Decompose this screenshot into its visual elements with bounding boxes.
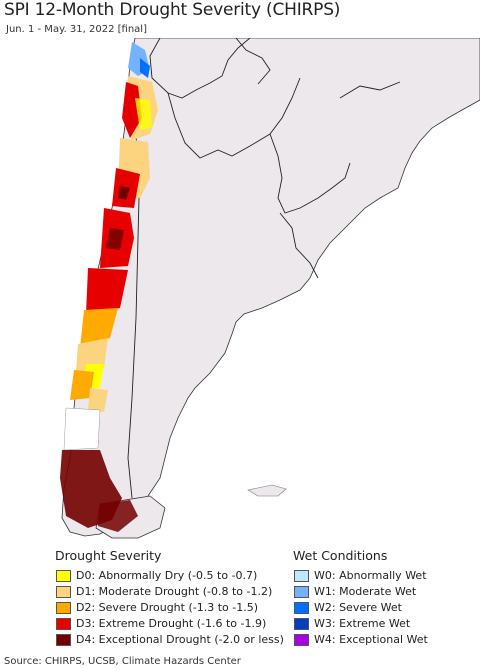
legend-swatch-d0: [56, 569, 71, 582]
legend-item-d0: D0: Abnormally Dry (-0.5 to -0.7): [56, 568, 257, 583]
legend-item-w0: W0: Abnormally Wet: [294, 568, 427, 583]
legend-item-w2: W2: Severe Wet: [294, 600, 402, 615]
legend-label-w2: W2: Severe Wet: [314, 601, 402, 614]
legend-item-w3: W3: Extreme Wet: [294, 616, 410, 631]
no-drought-south: [63, 407, 101, 451]
d2-region-south: [70, 370, 94, 400]
d4-region-central: [106, 228, 124, 250]
map-subtitle: Jun. 1 - May. 31, 2022 [final]: [6, 24, 147, 35]
legend-label-d3: D3: Extreme Drought (-1.6 to -1.9): [76, 617, 267, 630]
legend-label-d4: D4: Exceptional Drought (-2.0 or less): [76, 633, 284, 646]
d0-region-north-2: [135, 98, 152, 130]
legend-swatch-d3: [56, 617, 71, 630]
legend-swatch-w2: [294, 601, 309, 614]
legend-swatch-w4: [294, 633, 309, 646]
legend-swatch-w3: [294, 617, 309, 630]
d3-region-south-central: [86, 268, 128, 314]
map-title: SPI 12-Month Drought Severity (CHIRPS): [4, 0, 341, 20]
d4-region-mid-north: [118, 186, 130, 200]
legend-swatch-w1: [294, 585, 309, 598]
d4-region-tierra: [98, 500, 138, 532]
legend-label-w4: W4: Exceptional Wet: [314, 633, 428, 646]
drought-map: [60, 38, 480, 539]
legend-swatch-d2: [56, 601, 71, 614]
legend-item-w1: W1: Moderate Wet: [294, 584, 416, 599]
legend-item-w4: W4: Exceptional Wet: [294, 632, 428, 647]
d2-region-south-central: [80, 308, 118, 348]
legend-label-w3: W3: Extreme Wet: [314, 617, 411, 630]
legend-swatch-d1: [56, 585, 71, 598]
chile-drought-overlay: [60, 42, 158, 532]
legend-swatch-w0: [294, 569, 309, 582]
legend-item-d3: D3: Extreme Drought (-1.6 to -1.9): [56, 616, 266, 631]
wet-region-north-2: [140, 58, 150, 78]
legend-label-w0: W0: Abnormally Wet: [314, 569, 427, 582]
d3-region-north: [122, 82, 142, 138]
source-credit: Source: CHIRPS, UCSB, Climate Hazards Ce…: [4, 656, 241, 667]
wet-legend-heading: Wet Conditions: [293, 548, 388, 563]
legend-label-d1: D1: Moderate Drought (-0.8 to -1.2): [76, 585, 273, 598]
d1-region-south-2: [88, 388, 108, 412]
legend-label-d2: D2: Severe Drought (-1.3 to -1.5): [76, 601, 259, 614]
legend-swatch-d4: [56, 633, 71, 646]
legend-label-d0: D0: Abnormally Dry (-0.5 to -0.7): [76, 569, 258, 582]
legend-label-w1: W1: Moderate Wet: [314, 585, 417, 598]
drought-legend-heading: Drought Severity: [55, 548, 162, 563]
legend-item-d1: D1: Moderate Drought (-0.8 to -1.2): [56, 584, 272, 599]
falkland-islands: [247, 484, 287, 497]
d1-region-south: [76, 338, 108, 372]
legend-item-d2: D2: Severe Drought (-1.3 to -1.5): [56, 600, 258, 615]
legend-item-d4: D4: Exceptional Drought (-2.0 or less): [56, 632, 284, 647]
